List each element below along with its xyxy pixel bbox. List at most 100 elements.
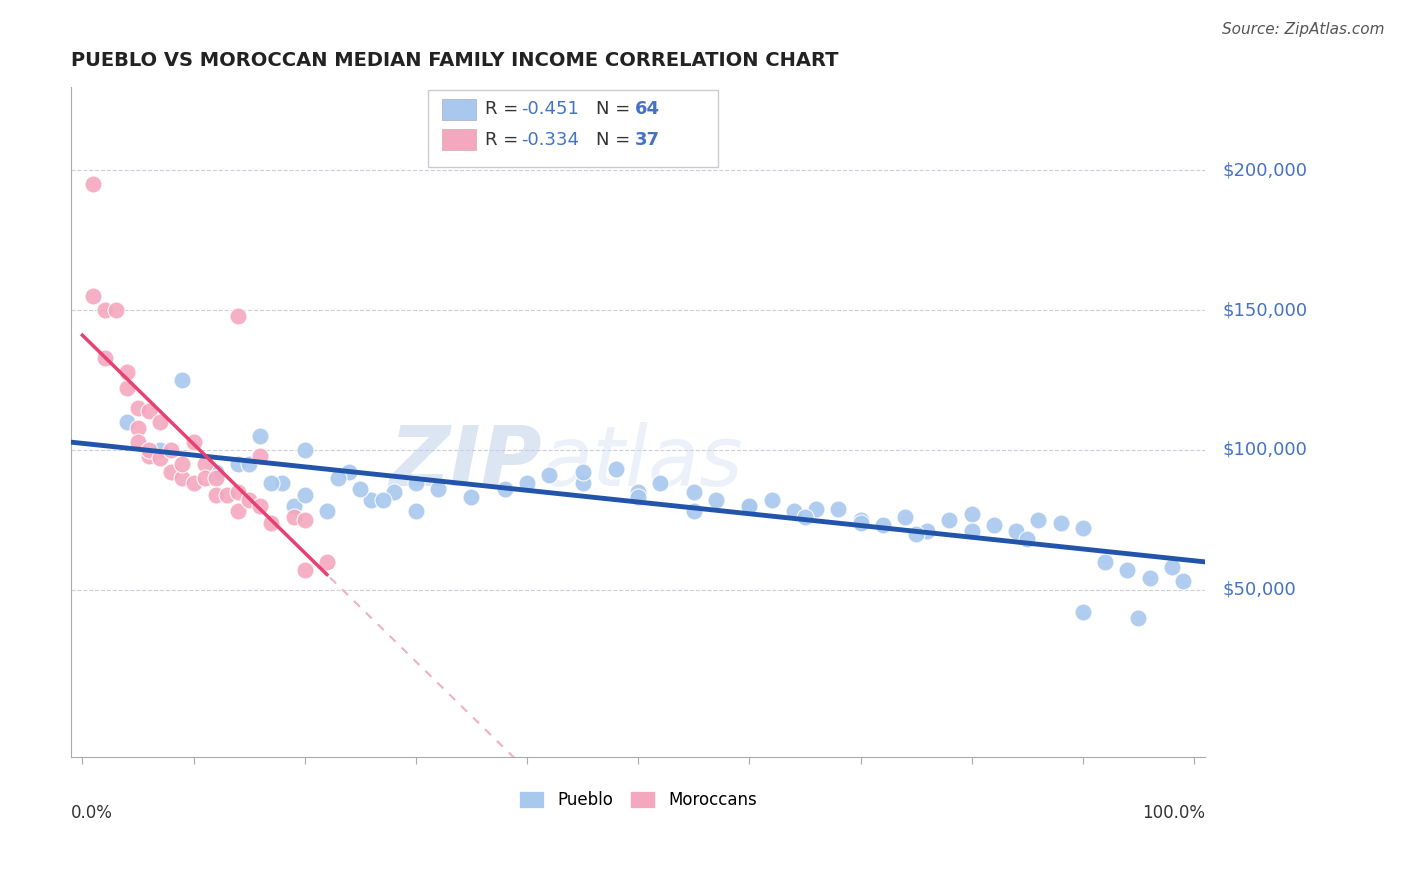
Point — [215, 488, 238, 502]
Point — [849, 513, 872, 527]
Point — [960, 507, 983, 521]
Point — [260, 516, 283, 530]
Text: ZIP: ZIP — [389, 422, 541, 503]
Point — [1128, 610, 1150, 624]
Point — [138, 404, 160, 418]
Text: 0.0%: 0.0% — [72, 805, 112, 822]
Text: 37: 37 — [634, 130, 659, 148]
Point — [738, 499, 761, 513]
Point — [894, 510, 917, 524]
Point — [827, 501, 849, 516]
Point — [149, 442, 172, 457]
Point — [1094, 555, 1116, 569]
Point — [204, 488, 226, 502]
Point — [172, 373, 194, 387]
Point — [516, 476, 538, 491]
Point — [115, 365, 138, 379]
Point — [427, 482, 450, 496]
Text: -0.451: -0.451 — [522, 100, 579, 119]
Point — [127, 434, 149, 449]
Point — [326, 471, 349, 485]
Point — [194, 471, 217, 485]
Text: PUEBLO VS MOROCCAN MEDIAN FAMILY INCOME CORRELATION CHART: PUEBLO VS MOROCCAN MEDIAN FAMILY INCOME … — [72, 51, 839, 70]
Point — [761, 493, 783, 508]
Point — [794, 510, 817, 524]
Point — [704, 493, 727, 508]
Point — [872, 518, 894, 533]
Point — [138, 442, 160, 457]
Text: R =: R = — [485, 100, 524, 119]
Point — [260, 476, 283, 491]
Point — [915, 524, 938, 538]
Point — [1116, 563, 1139, 577]
Point — [316, 504, 339, 518]
Point — [605, 462, 627, 476]
Text: N =: N = — [596, 100, 637, 119]
Point — [1071, 521, 1094, 535]
Point — [849, 516, 872, 530]
Point — [1017, 533, 1039, 547]
Point — [204, 465, 226, 479]
Point — [283, 510, 305, 524]
Text: Source: ZipAtlas.com: Source: ZipAtlas.com — [1222, 22, 1385, 37]
Text: -0.334: -0.334 — [522, 130, 579, 148]
Point — [283, 499, 305, 513]
Point — [82, 178, 104, 192]
Point — [337, 465, 360, 479]
Point — [115, 381, 138, 395]
Bar — [441, 99, 477, 120]
Point — [226, 504, 249, 518]
Point — [294, 513, 316, 527]
Point — [405, 476, 427, 491]
Point — [249, 449, 271, 463]
Point — [127, 420, 149, 434]
Point — [538, 468, 561, 483]
Point — [172, 471, 194, 485]
FancyBboxPatch shape — [429, 90, 717, 167]
Point — [183, 434, 205, 449]
Point — [149, 451, 172, 466]
Point — [1071, 605, 1094, 619]
Point — [783, 504, 806, 518]
Point — [682, 484, 704, 499]
Point — [960, 524, 983, 538]
Text: atlas: atlas — [541, 422, 744, 503]
Point — [371, 493, 394, 508]
Point — [104, 303, 127, 318]
Text: R =: R = — [485, 130, 524, 148]
Point — [183, 476, 205, 491]
Point — [271, 476, 294, 491]
Point — [1005, 524, 1028, 538]
Point — [938, 513, 960, 527]
Point — [316, 555, 339, 569]
Point — [226, 484, 249, 499]
Text: N =: N = — [596, 130, 637, 148]
Point — [804, 501, 827, 516]
Point — [1171, 574, 1194, 589]
Point — [160, 465, 183, 479]
Point — [82, 289, 104, 303]
Text: 64: 64 — [634, 100, 659, 119]
Point — [682, 504, 704, 518]
Point — [349, 482, 371, 496]
Text: $50,000: $50,000 — [1222, 581, 1296, 599]
Point — [238, 493, 260, 508]
Point — [294, 488, 316, 502]
Point — [93, 303, 115, 318]
Text: $200,000: $200,000 — [1222, 161, 1308, 179]
Point — [238, 457, 260, 471]
Point — [738, 499, 761, 513]
Point — [460, 491, 482, 505]
Point — [1139, 572, 1161, 586]
Text: $150,000: $150,000 — [1222, 301, 1308, 319]
Point — [127, 401, 149, 415]
Point — [204, 471, 226, 485]
Point — [650, 476, 672, 491]
Point — [226, 457, 249, 471]
Point — [571, 465, 593, 479]
Point — [905, 526, 928, 541]
Point — [983, 518, 1005, 533]
Point — [249, 499, 271, 513]
Point — [1160, 560, 1182, 574]
Point — [160, 442, 183, 457]
